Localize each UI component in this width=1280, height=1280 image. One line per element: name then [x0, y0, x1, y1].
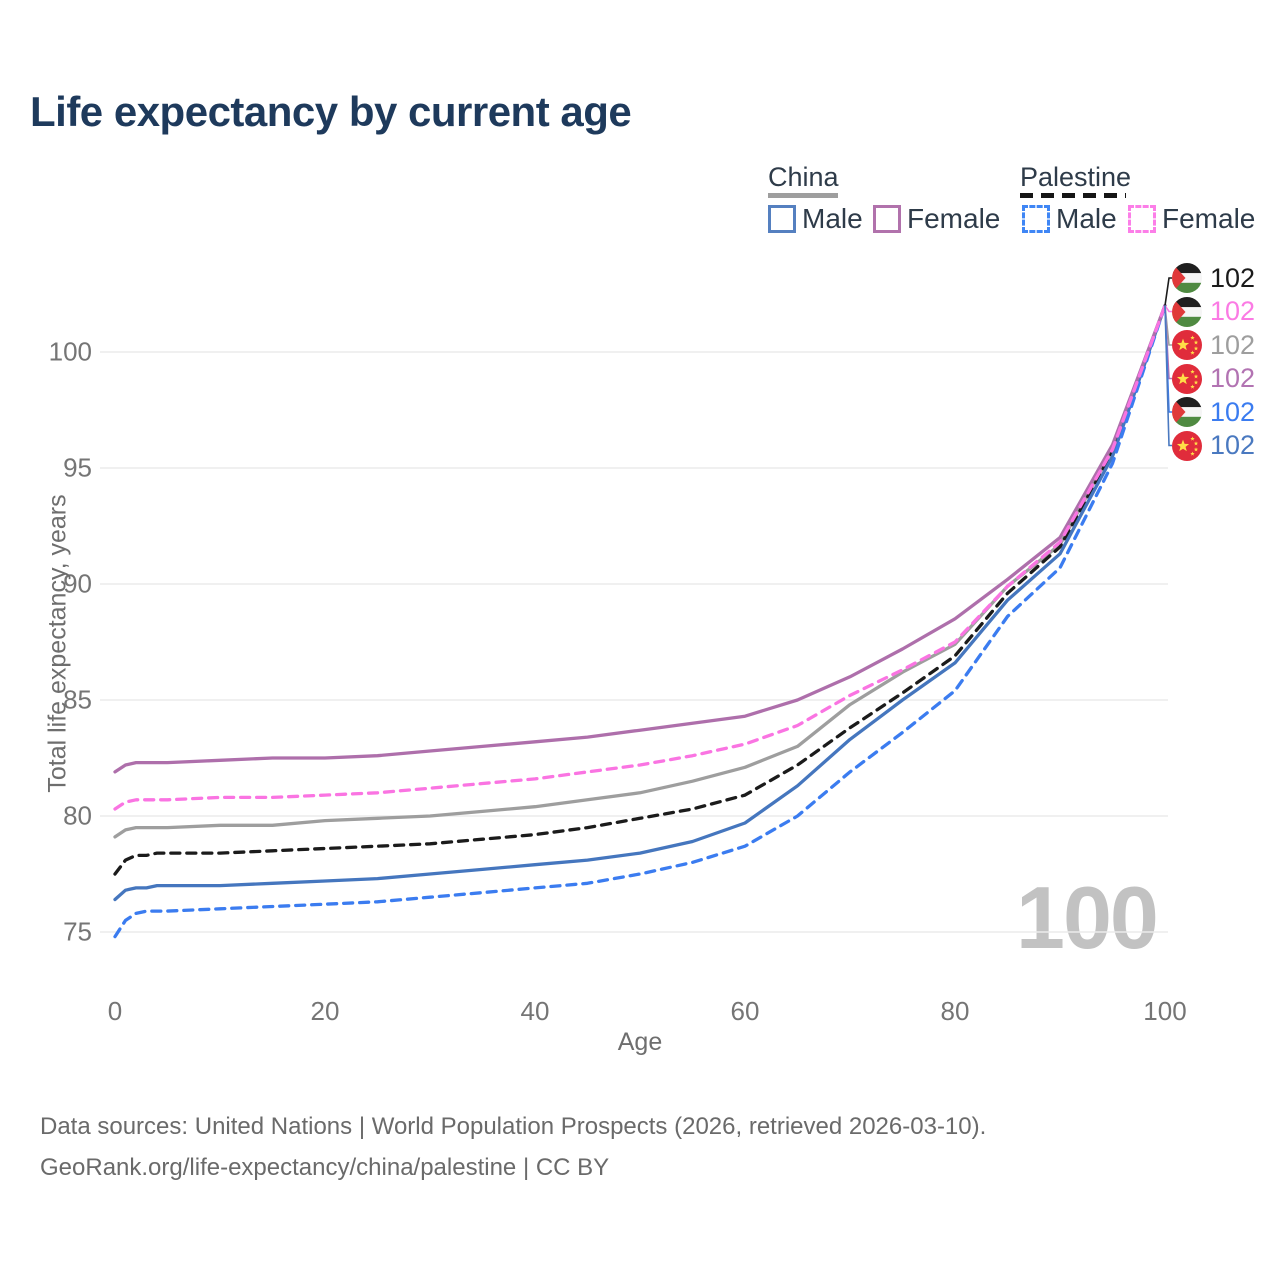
end-label-palestine-total: 102: [1172, 262, 1255, 294]
leader-line: [1164, 277, 1172, 306]
legend-item-label: Male: [1056, 203, 1117, 234]
legend-item-label: Male: [802, 203, 863, 234]
age-watermark: 100: [1016, 868, 1159, 967]
palestine-flag-icon: [1172, 296, 1202, 327]
leader-line: [1164, 305, 1172, 380]
leader-line: [1164, 305, 1172, 346]
legend-item-label: Female: [1162, 203, 1256, 234]
page-title: Life expectancy by current age: [30, 88, 632, 135]
end-value: 102: [1210, 296, 1256, 326]
x-tick-label: 80: [940, 996, 970, 1026]
china-line-style-swatch: [768, 193, 838, 198]
y-tick-label: 80: [63, 800, 92, 831]
china-flag-icon: [1172, 430, 1202, 461]
china-flag-icon: [1172, 330, 1202, 360]
end-value: 102: [1210, 329, 1256, 360]
end-label-palestine-female: 102: [1172, 296, 1255, 328]
attribution-text: GeoRank.org/life-expectancy/china/palest…: [40, 1154, 610, 1181]
legend-item-palestine-female[interactable]: Female: [1128, 203, 1256, 234]
x-tick-label: 40: [520, 996, 550, 1026]
palestine-female-swatch-icon: [1128, 205, 1156, 233]
y-tick-label: 75: [63, 916, 92, 947]
legend-item-label: Female: [907, 203, 1001, 234]
y-tick-label: 90: [63, 568, 92, 599]
legend-item-china-male[interactable]: Male: [768, 203, 863, 234]
palestine-line-style-swatch: [1020, 193, 1126, 198]
palestine-flag-icon: [1172, 263, 1202, 293]
palestine-male-swatch-icon: [1022, 205, 1050, 233]
end-label-china-female: 102: [1172, 363, 1255, 395]
palestine-flag-icon: [1172, 397, 1202, 427]
series-line-palestine-total[interactable]: [113, 303, 1167, 876]
china-flag-icon: [1172, 363, 1202, 394]
leader-line: [1164, 305, 1172, 447]
x-tick-label: 0: [107, 996, 123, 1026]
series-line-china-male[interactable]: [113, 303, 1167, 902]
end-value: 102: [1210, 262, 1256, 293]
series-line-china-female[interactable]: [113, 303, 1167, 774]
x-tick-label: 60: [730, 996, 760, 1026]
y-tick-label: 85: [63, 684, 92, 715]
china-female-swatch-icon: [873, 205, 901, 233]
data-sources-text: Data sources: United Nations | World Pop…: [40, 1113, 987, 1140]
end-label-palestine-male: 102: [1172, 396, 1255, 428]
end-value: 102: [1210, 363, 1256, 393]
y-tick-label: 100: [48, 336, 92, 367]
end-value: 102: [1210, 430, 1256, 460]
end-label-china-total: 102: [1172, 329, 1255, 361]
x-axis-title: Age: [617, 1028, 663, 1056]
china-male-swatch-icon: [768, 205, 796, 233]
legend-group-palestine-label[interactable]: Palestine: [1020, 162, 1132, 192]
series-line-palestine-male[interactable]: [113, 303, 1167, 939]
end-label-china-male: 102: [1172, 430, 1255, 462]
legend-item-palestine-male[interactable]: Male: [1022, 203, 1117, 234]
y-axis-title: Total life expectancy, years: [43, 494, 72, 793]
x-tick-label: 100: [1143, 996, 1187, 1026]
leader-line: [1164, 305, 1172, 413]
series-line-china-total[interactable]: [113, 303, 1167, 839]
legend-group-china-label[interactable]: China: [768, 162, 839, 192]
legend-item-china-female[interactable]: Female: [873, 203, 1001, 234]
series-line-palestine-female[interactable]: [113, 303, 1167, 811]
y-tick-label: 95: [63, 452, 92, 483]
x-tick-label: 20: [310, 996, 340, 1026]
source-footer: Data sources: United Nations | World Pop…: [40, 1106, 986, 1188]
end-value: 102: [1210, 396, 1256, 427]
